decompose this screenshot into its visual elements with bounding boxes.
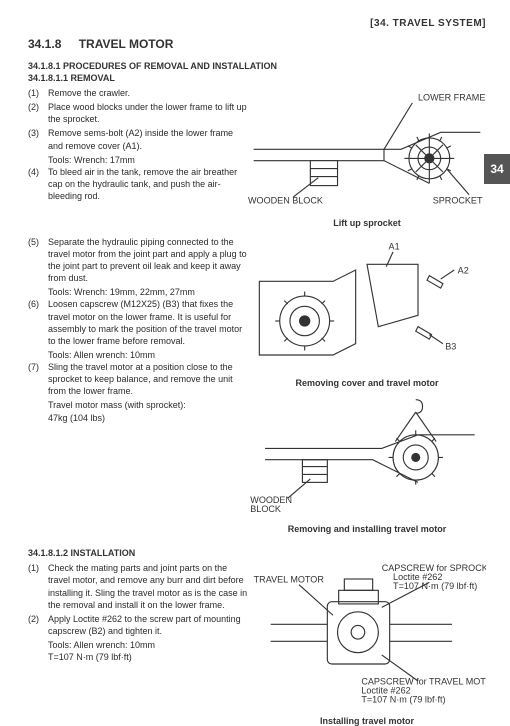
step-num: (3) <box>28 127 48 151</box>
page-header: [34. TRAVEL SYSTEM] <box>28 18 486 29</box>
figure-remove-install: WOODENBLOCK <box>248 394 486 519</box>
step-tools: Tools: Allen wrench: 10mm <box>48 349 248 361</box>
figure-caption: Removing and installing travel motor <box>248 524 486 534</box>
step-num: (7) <box>28 361 48 397</box>
step-text: To bleed air in the tank, remove the air… <box>48 166 248 202</box>
figure-caption: Lift up sprocket <box>248 218 486 228</box>
removal-steps-5-7: (5)Separate the hydraulic piping connect… <box>28 236 248 424</box>
step-note: Travel motor mass (with sprocket): <box>48 399 248 411</box>
step-text: Apply Loctite #262 to the screw part of … <box>48 613 248 637</box>
step-num: (4) <box>28 166 48 202</box>
svg-text:T=107 N·m (79 lbf·ft): T=107 N·m (79 lbf·ft) <box>361 695 445 705</box>
svg-text:A1: A1 <box>389 241 400 251</box>
step-text: Separate the hydraulic piping connected … <box>48 236 248 285</box>
step-num: (1) <box>28 562 48 611</box>
step-num: (5) <box>28 236 48 285</box>
step-text: Loosen capscrew (M12X25) (B3) that fixes… <box>48 298 248 347</box>
svg-text:WOODEN BLOCK: WOODEN BLOCK <box>248 196 323 206</box>
section-number: 34.1.8 <box>28 37 61 51</box>
step-torque: T=107 N·m (79 lbf·ft) <box>48 651 248 663</box>
step-text: Sling the travel motor at a position clo… <box>48 361 248 397</box>
svg-text:LOWER FRAME: LOWER FRAME <box>418 93 485 103</box>
section-name: TRAVEL MOTOR <box>79 37 174 51</box>
figure-caption: Removing cover and travel motor <box>248 378 486 388</box>
subheading-procedures: 34.1.8.1 PROCEDURES OF REMOVAL AND INSTA… <box>28 61 486 71</box>
step-note: 47kg (104 lbs) <box>48 412 248 424</box>
svg-text:SPROCKET: SPROCKET <box>433 196 483 206</box>
section-title: 34.1.8 TRAVEL MOTOR <box>28 37 486 51</box>
subheading-installation: 34.1.8.1.2 INSTALLATION <box>28 548 486 558</box>
step-num: (1) <box>28 87 48 99</box>
step-tools: Tools: Allen wrench: 10mm <box>48 639 248 651</box>
svg-text:TRAVEL MOTOR: TRAVEL MOTOR <box>254 575 325 585</box>
figure-install-motor: TRAVEL MOTOR CAPSCREW for SPROCKET Locti… <box>248 562 486 709</box>
install-steps: (1)Check the mating parts and joint part… <box>28 562 248 663</box>
step-text: Place wood blocks under the lower frame … <box>48 101 248 125</box>
step-text: Remove the crawler. <box>48 87 248 99</box>
figure-removing-cover: A1 A2 B3 <box>248 236 486 372</box>
step-text: Check the mating parts and joint parts o… <box>48 562 248 611</box>
removal-steps-1-4: (1)Remove the crawler. (2)Place wood blo… <box>28 87 248 204</box>
svg-text:A2: A2 <box>458 265 469 275</box>
step-tools: Tools: Wrench: 19mm, 22mm, 27mm <box>48 286 248 298</box>
figure-caption: Installing travel motor <box>248 716 486 726</box>
step-num: (2) <box>28 101 48 125</box>
svg-text:T=107 N·m (79 lbf·ft): T=107 N·m (79 lbf·ft) <box>393 582 477 592</box>
step-num: (2) <box>28 613 48 637</box>
section-tab: 34 <box>484 154 510 184</box>
figure-lift-sprocket: LOWER FRAME WOODEN BLOCK SPROCKET <box>248 87 486 212</box>
subheading-removal: 34.1.8.1.1 REMOVAL <box>28 73 486 83</box>
step-num: (6) <box>28 298 48 347</box>
svg-text:B3: B3 <box>445 341 456 351</box>
step-tools: Tools: Wrench: 17mm <box>48 154 248 166</box>
svg-text:BLOCK: BLOCK <box>250 504 281 514</box>
step-text: Remove sems-bolt (A2) inside the lower f… <box>48 127 248 151</box>
